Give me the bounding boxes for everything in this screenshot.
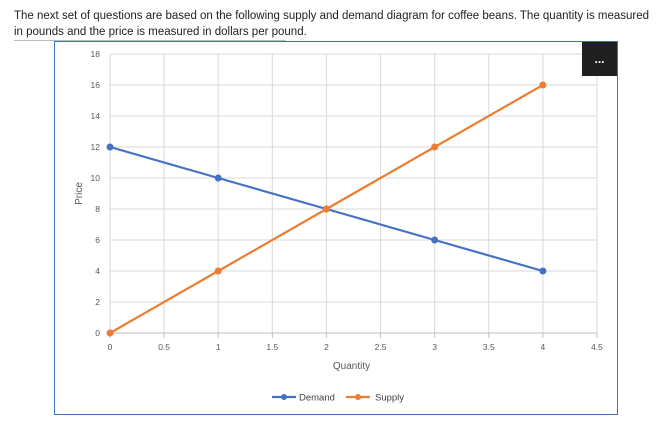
supply-point: [322, 205, 330, 213]
y-tick-label: 16: [91, 80, 101, 90]
x-tick-label: 0.5: [158, 342, 170, 352]
demand-point: [214, 174, 222, 182]
x-tick-label: 3.5: [483, 342, 495, 352]
y-tick-label: 6: [95, 235, 100, 245]
legend-demand-label: Demand: [299, 393, 335, 404]
x-tick-label: 4: [541, 342, 546, 352]
x-tick-label: 2.5: [375, 342, 387, 352]
question-divider: [14, 40, 286, 41]
x-tick-label: 4.5: [591, 342, 603, 352]
y-tick-label: 8: [95, 204, 100, 214]
supply-point: [431, 143, 439, 151]
more-options-button[interactable]: ...: [582, 42, 617, 76]
supply-point: [539, 81, 547, 89]
demand-point: [431, 236, 439, 244]
y-tick-label: 12: [91, 142, 101, 152]
y-tick-label: 4: [95, 266, 100, 276]
legend-demand-marker: [281, 394, 287, 400]
x-tick-label: 3: [432, 342, 437, 352]
y-tick-label: 2: [95, 297, 100, 307]
demand-point: [106, 143, 114, 151]
x-tick-label: 1.5: [266, 342, 278, 352]
supply-point: [106, 329, 114, 337]
legend-supply-marker: [355, 394, 361, 400]
x-tick-label: 2: [324, 342, 329, 352]
y-tick-label: 0: [95, 328, 100, 338]
supply-point: [214, 267, 222, 275]
more-options-icon: ...: [594, 52, 605, 66]
x-tick-label: 0: [108, 342, 113, 352]
question-text: The next set of questions are based on t…: [14, 10, 650, 38]
x-axis-title: Quantity: [333, 361, 370, 372]
y-tick-label: 14: [91, 111, 101, 121]
chart-frame: [54, 41, 618, 415]
y-tick-label: 10: [91, 173, 101, 183]
demand-point: [539, 267, 547, 275]
legend-supply-label: Supply: [375, 393, 404, 404]
x-tick-label: 1: [216, 342, 221, 352]
y-tick-label: 18: [91, 49, 101, 59]
y-axis-title: Price: [74, 182, 85, 205]
